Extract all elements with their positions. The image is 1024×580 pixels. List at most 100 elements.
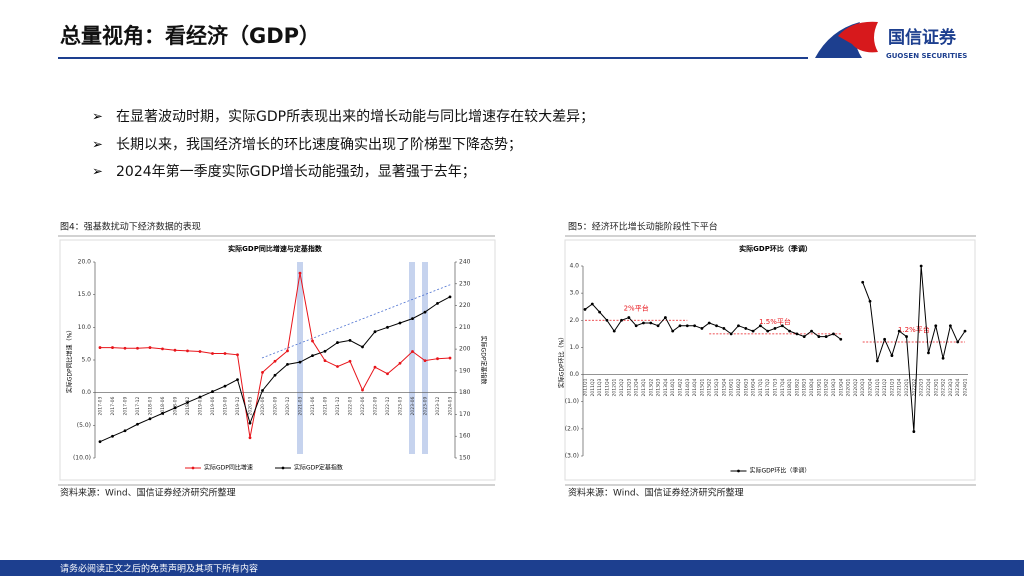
legend-marker xyxy=(191,466,195,470)
x-tick-label: 2019Q4 xyxy=(838,378,844,396)
point xyxy=(98,346,102,349)
x-tick-label: 2011Q3 xyxy=(597,378,603,396)
point xyxy=(941,356,945,360)
y2-tick-label: 180 xyxy=(459,389,471,396)
point xyxy=(824,335,828,338)
point xyxy=(386,372,389,376)
y2-tick-label: 220 xyxy=(459,302,471,309)
point xyxy=(348,339,352,342)
x-tick-label: 2021-06 xyxy=(310,397,316,416)
y-tick-label: (1.0) xyxy=(565,398,579,405)
point xyxy=(802,335,806,338)
x-tick-label: 2022-12 xyxy=(385,397,391,416)
point xyxy=(590,302,594,306)
point xyxy=(361,345,364,349)
x-tick-label: 2022-09 xyxy=(373,397,379,416)
x-tick-label: 2011Q1 xyxy=(583,378,589,396)
x-tick-label: 2012Q1 xyxy=(612,378,618,396)
x-tick-label: 2018-06 xyxy=(160,397,166,416)
x-tick-label: 2021Q4 xyxy=(897,378,903,396)
highlight-band xyxy=(422,262,428,454)
x-tick-label: 2020Q3 xyxy=(860,378,866,396)
y-tick-label: (10.0) xyxy=(73,455,91,462)
x-tick-label: 2019-03 xyxy=(198,397,204,416)
point xyxy=(273,359,277,363)
point xyxy=(934,324,938,328)
point xyxy=(861,280,865,284)
point xyxy=(186,401,189,404)
x-tick-label: 2023-09 xyxy=(423,397,429,416)
x-tick-label: 2015Q1 xyxy=(699,378,705,396)
x-tick-label: 2016Q4 xyxy=(751,378,757,396)
point xyxy=(436,301,439,305)
chart-frame xyxy=(59,239,496,481)
point xyxy=(361,388,364,392)
x-tick-label: 2011Q4 xyxy=(604,378,610,396)
x-tick-label: 2015Q4 xyxy=(721,378,727,396)
figure-caption: 图4：强基数扰动下经济数据的表现 xyxy=(60,221,201,233)
point xyxy=(273,373,277,377)
point xyxy=(211,352,214,355)
x-tick-label: 2022-03 xyxy=(348,397,354,416)
y-tick-label: 20.0 xyxy=(78,259,92,266)
x-tick-label: 2016Q3 xyxy=(743,378,749,396)
chart-title: 实际GDP环比（季调） xyxy=(739,244,812,253)
point xyxy=(248,436,252,440)
x-tick-label: 2020-12 xyxy=(285,397,291,416)
point xyxy=(248,421,252,425)
x-tick-label: 2021-09 xyxy=(323,397,329,416)
point xyxy=(411,317,414,321)
logo: 国信证券 GUOSEN SECURITIES xyxy=(815,21,967,60)
plateau-label: 2%平台 xyxy=(624,303,649,312)
x-tick-label: 2020Q1 xyxy=(846,378,852,396)
legend-label: 实际GDP环比（季调） xyxy=(750,467,811,475)
point xyxy=(398,321,402,325)
point xyxy=(620,318,623,322)
x-tick-label: 2022Q3 xyxy=(919,378,925,396)
point xyxy=(678,324,682,328)
x-tick-label: 2019-12 xyxy=(235,397,241,416)
point xyxy=(148,346,152,349)
point xyxy=(875,359,879,363)
x-tick-label: 2013Q3 xyxy=(656,378,662,396)
x-tick-label: 2023Q3 xyxy=(948,378,954,396)
x-tick-label: 2019-09 xyxy=(223,397,229,416)
x-tick-label: 2022Q2 xyxy=(911,378,917,396)
point xyxy=(186,349,189,353)
x-tick-label: 2018-12 xyxy=(185,397,191,416)
x-tick-label: 2016Q2 xyxy=(736,378,742,396)
point xyxy=(348,359,352,363)
point xyxy=(744,327,748,330)
point xyxy=(780,324,784,328)
point xyxy=(634,324,638,328)
x-tick-label: 2014Q1 xyxy=(670,378,676,396)
point xyxy=(963,329,967,333)
point xyxy=(700,327,704,330)
y2-tick-label: 160 xyxy=(459,433,471,440)
x-tick-label: 2020Q4 xyxy=(868,378,874,396)
point xyxy=(423,310,427,314)
point xyxy=(173,348,177,352)
title-rule xyxy=(58,57,808,59)
x-tick-label: 2023-06 xyxy=(410,397,416,416)
x-tick-label: 2023-12 xyxy=(435,397,441,416)
point xyxy=(912,430,916,433)
point xyxy=(323,349,327,353)
y-tick-label: 15.0 xyxy=(78,291,92,298)
x-tick-label: 2016Q1 xyxy=(729,378,735,396)
plateau-label: 1.5%平台 xyxy=(759,317,791,326)
x-tick-label: 2021-12 xyxy=(335,397,341,416)
point xyxy=(948,324,952,328)
point xyxy=(868,299,872,303)
y2-tick-label: 150 xyxy=(459,455,471,462)
point xyxy=(956,340,960,344)
bullet-arrow: ➢ xyxy=(92,138,103,153)
point xyxy=(919,264,923,268)
point xyxy=(136,422,139,426)
point xyxy=(583,308,587,311)
point xyxy=(336,341,339,344)
x-tick-label: 2017Q3 xyxy=(773,378,779,396)
logo-en: GUOSEN SECURITIES xyxy=(886,52,967,60)
trend-line xyxy=(261,283,453,359)
